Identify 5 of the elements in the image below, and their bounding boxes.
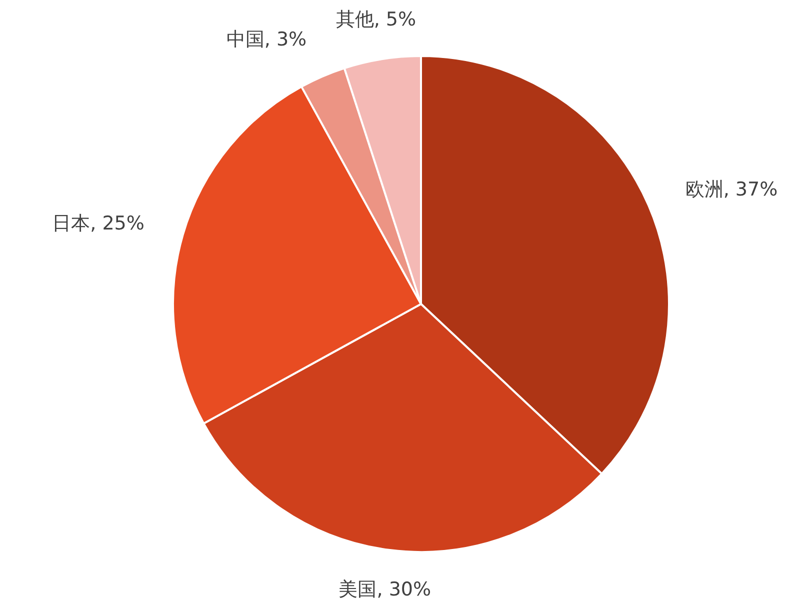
slice-label: 中国, 3% — [226, 28, 307, 51]
slice-label: 欧洲, 37% — [685, 178, 778, 201]
slice-label: 美国, 30% — [338, 578, 432, 601]
slice-label: 其他, 5% — [336, 8, 416, 31]
slice-label: 日本, 25% — [52, 212, 144, 235]
